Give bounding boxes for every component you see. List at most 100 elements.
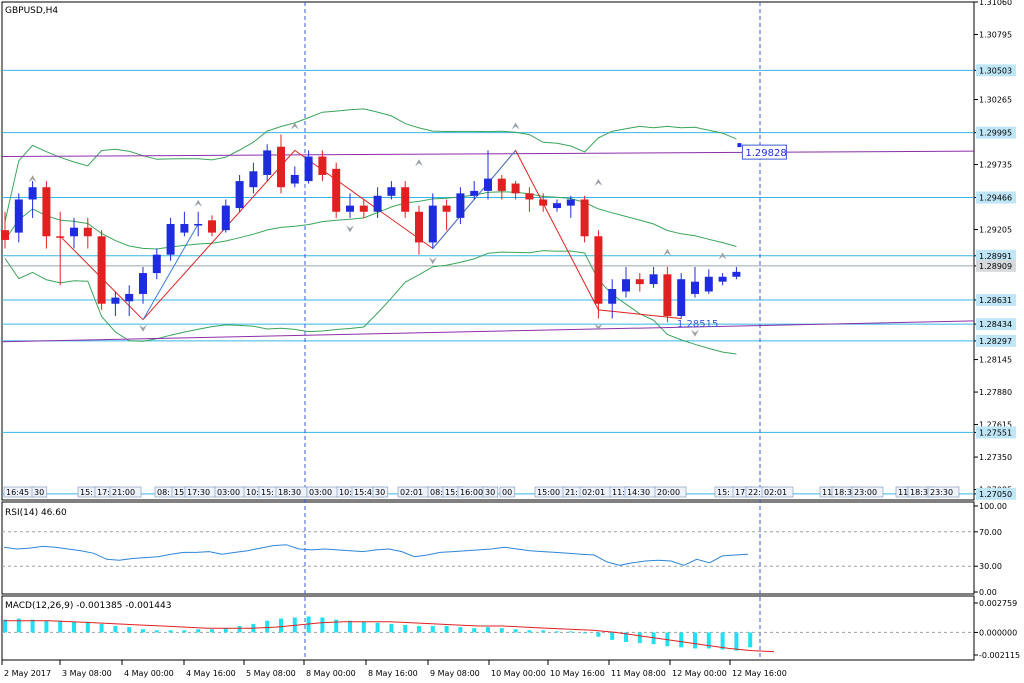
candle-body-38 <box>525 193 534 200</box>
fractal-arrow-1 <box>139 324 147 332</box>
time-tick-label-10: 11 May 08:00 <box>611 669 666 678</box>
candle-body-48 <box>663 274 672 317</box>
macd-signal-line <box>4 620 775 653</box>
main-frame <box>1 1 975 501</box>
macd-bar-19 <box>265 620 270 633</box>
fractal-arrow-12 <box>718 252 727 260</box>
event-label-27: 20:00 <box>657 488 680 497</box>
event-label-35: 11: <box>898 488 911 497</box>
price-tick-label-1: 1.30795 <box>979 31 1012 40</box>
candle-body-4 <box>56 236 65 238</box>
event-label-15: 30 <box>375 488 385 497</box>
candle-body-30 <box>415 211 423 243</box>
zigzag-blue-leg-1 <box>142 223 199 320</box>
macd-bar-3 <box>44 620 49 633</box>
event-badge-20 <box>482 486 499 498</box>
macd-bar-2 <box>30 619 35 633</box>
event-label-11: 18:30 <box>278 488 301 497</box>
candle-body-32 <box>442 205 451 212</box>
candle-body-8 <box>111 297 120 304</box>
macd-bar-28 <box>389 623 394 633</box>
event-label-33: 18:3 <box>834 488 852 497</box>
event-label-21: 00 <box>502 488 512 497</box>
candle-body-11 <box>152 254 161 274</box>
price-tick-label-19: 1.27050 <box>979 490 1012 499</box>
event-label-32: 11 <box>822 488 832 497</box>
price-tag-bg-10 <box>976 293 1016 306</box>
price-tick-label-9: 1.28909 <box>979 262 1012 271</box>
candle-body-47 <box>649 274 658 285</box>
macd-bar-16 <box>223 628 228 633</box>
macd-bar-14 <box>196 629 201 633</box>
rsi-tick-label-0: 100.00 <box>979 502 1007 511</box>
candle-body-42 <box>580 199 589 237</box>
candle-body-31 <box>428 205 437 243</box>
macd-bar-40 <box>555 631 559 633</box>
macd-frame <box>1 595 975 661</box>
macd-tick-label-0: 0.002759 <box>979 599 1017 608</box>
candle-body-51 <box>704 276 713 292</box>
macd-bar-11 <box>154 630 159 633</box>
rsi-label: RSI(14) 46.60 <box>5 508 67 518</box>
event-badge-34 <box>851 486 884 498</box>
event-label-25: 11: <box>612 488 625 497</box>
event-badge-27 <box>654 486 687 498</box>
candle-body-41 <box>566 199 575 206</box>
price-tick-label-10: 1.28631 <box>979 296 1012 305</box>
price-tick-label-8: 1.28991 <box>979 252 1012 261</box>
candle-body-36 <box>497 178 506 191</box>
macd-bar-9 <box>127 627 132 633</box>
low-price-label: 1.28515 <box>677 319 718 330</box>
symbol-label: GBPUSD,H4 <box>5 6 58 16</box>
event-label-0: 16:45 <box>6 488 29 497</box>
event-label-8: 03:00 <box>217 488 240 497</box>
macd-bar-15 <box>210 629 214 633</box>
candle-body-23 <box>318 156 327 175</box>
macd-bar-45 <box>624 632 628 643</box>
candle-body-34 <box>470 190 479 196</box>
macd-label: MACD(12,26,9) -0.001385 -0.001443 <box>5 601 171 611</box>
candle-body-7 <box>97 236 106 304</box>
candle-body-29 <box>401 187 410 212</box>
callout-price: 1.29828 <box>745 148 786 159</box>
macd-bar-54 <box>748 632 753 648</box>
macd-bar-23 <box>320 617 325 633</box>
event-badge-1 <box>31 486 48 498</box>
macd-bar-33 <box>458 627 463 633</box>
macd-bar-4 <box>58 620 63 633</box>
rsi-tick-label-1: 70.00 <box>979 528 1002 537</box>
price-tick-label-5: 1.29735 <box>979 161 1012 170</box>
price-tag-bg-16 <box>976 426 1016 439</box>
event-label-18: 15: <box>445 488 458 497</box>
time-tick-label-1: 3 May 08:00 <box>62 669 112 678</box>
macd-bar-37 <box>513 629 518 633</box>
price-axis: 1.31060 1.30795 1.30503 1.30265 1.29995 1.297… <box>974 0 1016 500</box>
macd-bar-43 <box>596 632 601 637</box>
fractal-arrow-0 <box>28 175 37 183</box>
macd-bar-31 <box>430 626 435 633</box>
event-label-28: 15: <box>717 488 730 497</box>
macd-bar-46 <box>637 632 642 644</box>
time-tick-label-11: 12 May 00:00 <box>672 669 727 678</box>
macd-bar-52 <box>720 632 725 650</box>
price-tag-bg-6 <box>976 191 1016 204</box>
macd-bar-51 <box>706 632 711 649</box>
macd-bar-53 <box>734 632 739 651</box>
candle-body-0 <box>1 230 9 240</box>
time-tick-label-6: 8 May 16:00 <box>368 669 418 678</box>
event-label-3: 17: <box>97 488 110 497</box>
macd-panel: 0.002759 0.000000 -0.002115 <box>2 599 1020 660</box>
macd-bar-29 <box>403 624 408 633</box>
macd-bar-27 <box>375 622 380 633</box>
macd-bar-6 <box>85 621 90 633</box>
candle-body-1 <box>14 199 23 233</box>
macd-bar-10 <box>141 629 145 633</box>
macd-bar-47 <box>651 632 656 645</box>
candle-body-9 <box>125 293 134 302</box>
macd-bar-12 <box>168 630 173 633</box>
price-tick-label-2: 1.30503 <box>979 66 1012 75</box>
price-tag-bg-9 <box>976 259 1016 272</box>
macd-bar-26 <box>361 621 366 633</box>
macd-bar-39 <box>541 630 546 633</box>
